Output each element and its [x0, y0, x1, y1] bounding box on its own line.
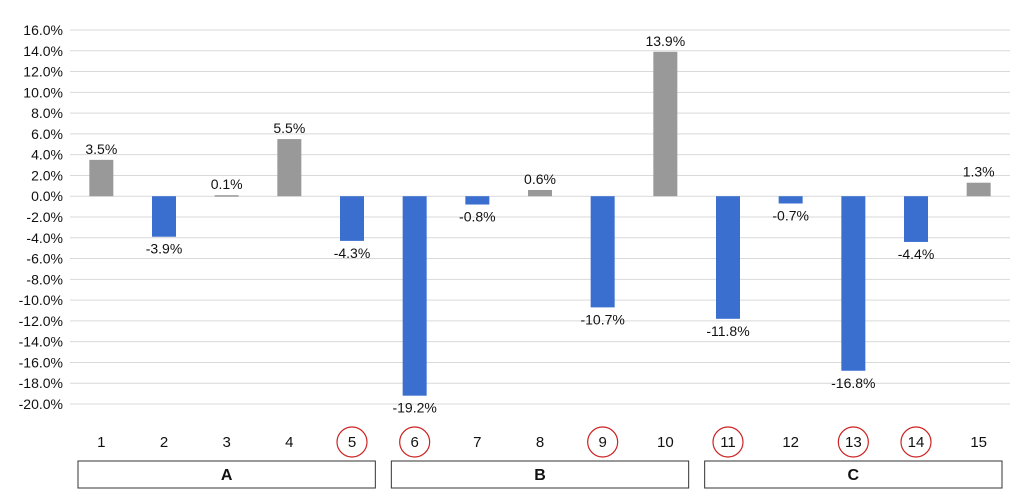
group-label: A: [221, 467, 233, 484]
data-label: 1.3%: [963, 164, 995, 180]
data-label: -0.7%: [772, 207, 809, 223]
data-label: 3.5%: [85, 141, 117, 157]
category-label: 2: [160, 434, 168, 451]
category-label: 4: [285, 434, 293, 451]
y-tick-label: -18.0%: [19, 375, 63, 391]
y-tick-label: 2.0%: [31, 167, 63, 183]
group-box: [704, 460, 1003, 489]
data-label: -11.8%: [706, 323, 749, 339]
data-label: 0.1%: [211, 176, 243, 192]
highlight-circle: [399, 426, 431, 458]
bar: [590, 196, 615, 308]
data-label: -16.8%: [831, 375, 875, 391]
bar: [340, 196, 364, 241]
data-label: 5.5%: [273, 120, 305, 136]
bar: [528, 189, 552, 197]
data-label: -10.7%: [580, 311, 624, 327]
category-label: 15: [970, 434, 987, 451]
bar: [966, 182, 991, 197]
category-label: 14: [908, 434, 925, 451]
bar: [653, 51, 678, 197]
category-label: 10: [657, 434, 674, 451]
category-label: 3: [222, 434, 230, 451]
y-tick-label: 8.0%: [31, 105, 63, 121]
group-label: C: [848, 467, 860, 484]
category-label: 11: [720, 434, 736, 451]
y-tick-label: 4.0%: [31, 147, 63, 163]
y-tick-label: 14.0%: [23, 43, 63, 59]
y-tick-label: -10.0%: [19, 292, 63, 308]
y-tick-label: -6.0%: [26, 251, 63, 267]
y-tick-label: 10.0%: [23, 84, 63, 100]
bars: [89, 51, 991, 396]
data-label: -19.2%: [392, 400, 436, 416]
data-label: -4.4%: [898, 246, 935, 262]
y-tick-label: 6.0%: [31, 126, 63, 142]
group-box: [77, 460, 376, 489]
y-axis-tick-labels: 16.0% 14.0% 12.0% 10.0% 8.0% 6.0% 4.0% 2.0% 0.0%…: [19, 22, 63, 412]
highlight-circle: [837, 426, 869, 458]
category-label: 5: [348, 434, 356, 451]
data-label: -0.8%: [459, 209, 496, 225]
category-groups: A B C: [77, 460, 1003, 489]
category-label: 7: [473, 434, 481, 451]
highlight-circle: [900, 426, 932, 458]
gridlines: [70, 29, 1010, 405]
highlight-circle: [336, 426, 368, 458]
bar: [778, 196, 803, 204]
bar: [402, 196, 427, 396]
category-label: 9: [598, 434, 606, 451]
category-label: 8: [536, 434, 544, 451]
y-tick-label: -8.0%: [26, 271, 63, 287]
category-label: 6: [410, 434, 418, 451]
y-tick-label: -16.0%: [19, 354, 63, 370]
bar: [465, 196, 490, 205]
y-tick-label: -12.0%: [19, 313, 63, 329]
highlight-circle: [712, 426, 744, 458]
data-label: -3.9%: [146, 241, 183, 257]
bar: [152, 196, 176, 237]
group-label: B: [534, 467, 546, 484]
y-tick-label: 16.0%: [23, 22, 63, 38]
category-label: 12: [782, 434, 799, 451]
data-label: -4.3%: [334, 245, 371, 261]
group-box: [390, 460, 690, 489]
category-label: 1: [97, 434, 105, 451]
bar: [841, 196, 866, 371]
bar: [716, 196, 740, 319]
category-label: 13: [845, 434, 862, 451]
y-tick-label: 0.0%: [31, 188, 63, 204]
bar: [214, 195, 239, 197]
y-tick-label: -2.0%: [26, 209, 63, 225]
bar: [277, 139, 302, 197]
y-tick-label: 12.0%: [23, 64, 63, 80]
data-label: 0.6%: [524, 171, 556, 187]
y-tick-label: -4.0%: [26, 230, 63, 246]
y-tick-label: -20.0%: [19, 396, 63, 412]
data-labels: 3.5% -3.9% 0.1% 5.5% -4.3% -19.2% -0.8% 0.6% -10…: [85, 33, 994, 416]
bar: [89, 159, 114, 197]
data-label: 13.9%: [645, 33, 685, 49]
x-axis-category-labels: 1 2 3 4 5 6 7 8 9 10 11 12 13 14 15: [97, 426, 987, 458]
y-tick-label: -14.0%: [19, 334, 63, 350]
highlight-circle: [587, 426, 619, 458]
bar: [904, 196, 928, 242]
